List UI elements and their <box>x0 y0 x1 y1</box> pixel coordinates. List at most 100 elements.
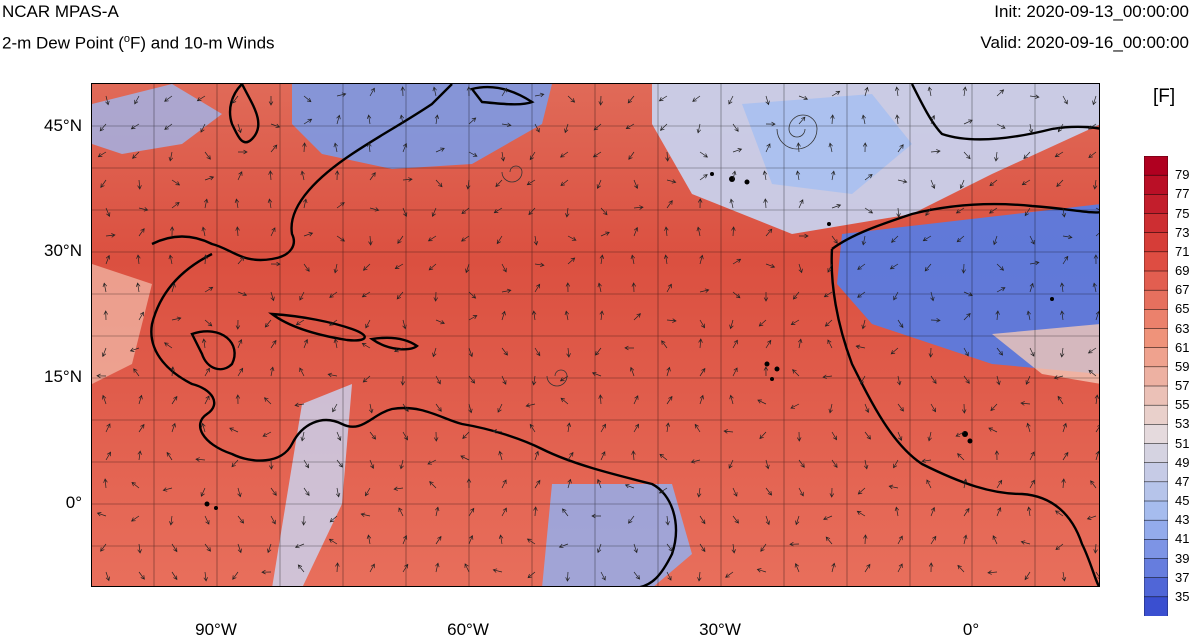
wind-arrow <box>435 562 440 573</box>
wind-arrow <box>864 207 874 214</box>
wind-arrow <box>100 179 107 189</box>
wind-arrow <box>827 339 833 349</box>
wind-arrow <box>1020 540 1031 545</box>
wind-arrow <box>237 515 245 524</box>
wind-arrow <box>501 507 507 517</box>
wind-arrow <box>992 535 998 545</box>
wind-arrow <box>1095 450 1099 461</box>
wind-arrow <box>897 144 904 153</box>
wind-arrow <box>270 227 276 237</box>
wind-arrow <box>1026 422 1031 433</box>
wind-arrow <box>666 318 677 323</box>
wind-arrow <box>565 571 570 582</box>
colorbar-swatch <box>1144 500 1168 521</box>
wind-arrow <box>204 319 213 327</box>
wind-arrow <box>529 151 536 161</box>
wind-arrow <box>596 478 602 489</box>
wind-arrow <box>1095 230 1099 237</box>
wind-arrow <box>864 86 869 97</box>
colorbar-swatch <box>1144 481 1168 502</box>
wind-arrow <box>333 263 338 274</box>
lon-label-0: 0° <box>962 620 980 639</box>
wind-arrow <box>930 291 935 302</box>
wind-arrow <box>169 226 175 237</box>
colorbar-swatch <box>1144 213 1168 234</box>
colorbar-swatch <box>1144 309 1168 330</box>
wind-arrow <box>566 422 572 433</box>
wind-arrow <box>1025 375 1031 385</box>
wind-arrow <box>533 235 539 246</box>
wind-arrow <box>732 515 739 524</box>
wind-arrow <box>831 90 841 97</box>
wind-arrow <box>402 431 408 441</box>
wind-arrow <box>765 339 772 349</box>
wind-arrow <box>102 282 108 293</box>
colorbar-swatch <box>1144 424 1168 445</box>
wind-arrow <box>466 86 472 97</box>
wind-arrow <box>596 543 602 554</box>
wind-arrow <box>996 479 1003 489</box>
wind-arrow <box>427 459 437 465</box>
wind-arrow <box>368 403 374 414</box>
lon-label-30w: 30°W <box>699 620 741 639</box>
wind-arrow <box>824 319 833 327</box>
wind-arrow <box>560 397 569 405</box>
wind-arrow <box>864 431 871 440</box>
wind-arrow <box>360 512 371 517</box>
wind-arrow <box>1057 395 1064 405</box>
wind-arrow <box>531 375 537 386</box>
wind-arrow <box>799 233 809 239</box>
wind-arrow <box>798 116 806 125</box>
wind-arrow <box>461 207 470 215</box>
wind-arrow <box>830 114 835 125</box>
wind-arrow <box>531 310 537 321</box>
wind-arrow <box>493 207 503 214</box>
colorbar-swatch <box>1144 270 1168 291</box>
colorbar-tick-label: 79 <box>1175 167 1190 183</box>
wind-arrow <box>699 394 704 405</box>
wind-arrow <box>402 207 408 217</box>
wind-arrow <box>262 431 272 437</box>
wind-arrow <box>103 310 109 321</box>
wind-arrow <box>1088 151 1097 159</box>
wind-arrow <box>598 95 603 106</box>
wind-arrow <box>828 142 833 153</box>
wind-arrow <box>137 543 142 554</box>
wind-arrow <box>166 451 173 461</box>
wind-arrow <box>560 179 569 187</box>
wind-arrow <box>435 506 440 517</box>
wind-arrow <box>201 226 206 237</box>
wind-arrow <box>624 483 635 489</box>
lat-label-15n: 15°N <box>44 367 82 386</box>
wind-arrow <box>433 291 438 302</box>
wind-arrow <box>762 170 768 181</box>
wind-arrow <box>757 399 767 405</box>
wind-arrow <box>204 543 211 552</box>
wind-arrow <box>796 142 801 153</box>
wind-arrow <box>725 571 734 578</box>
wind-arrow <box>237 339 243 349</box>
wind-arrow <box>399 459 404 470</box>
colorbar-tick-label: 49 <box>1175 454 1190 470</box>
wind-arrow <box>930 114 936 125</box>
wind-arrow <box>400 86 405 97</box>
wind-arrow <box>1029 235 1035 245</box>
wind-arrow <box>864 403 870 413</box>
colorbar-units: [F] <box>1153 86 1176 107</box>
wind-arrow <box>501 310 506 321</box>
wind-arrow <box>699 151 708 158</box>
wind-arrow <box>1090 480 1097 489</box>
wind-arrow <box>162 487 173 492</box>
map-panel <box>91 83 1100 587</box>
colorbar-tick-label: 43 <box>1175 512 1190 528</box>
wind-arrow <box>996 375 1001 386</box>
wind-arrow <box>996 123 1006 129</box>
colorbar-tick-label: 61 <box>1175 339 1190 355</box>
wind-arrow <box>171 422 176 433</box>
wind-arrow <box>1093 254 1099 265</box>
wind-arrow <box>930 149 941 154</box>
wind-arrow <box>897 535 903 545</box>
wind-arrow <box>231 95 239 104</box>
colorbar-swatch <box>1144 232 1168 253</box>
wind-arrow <box>303 95 312 103</box>
